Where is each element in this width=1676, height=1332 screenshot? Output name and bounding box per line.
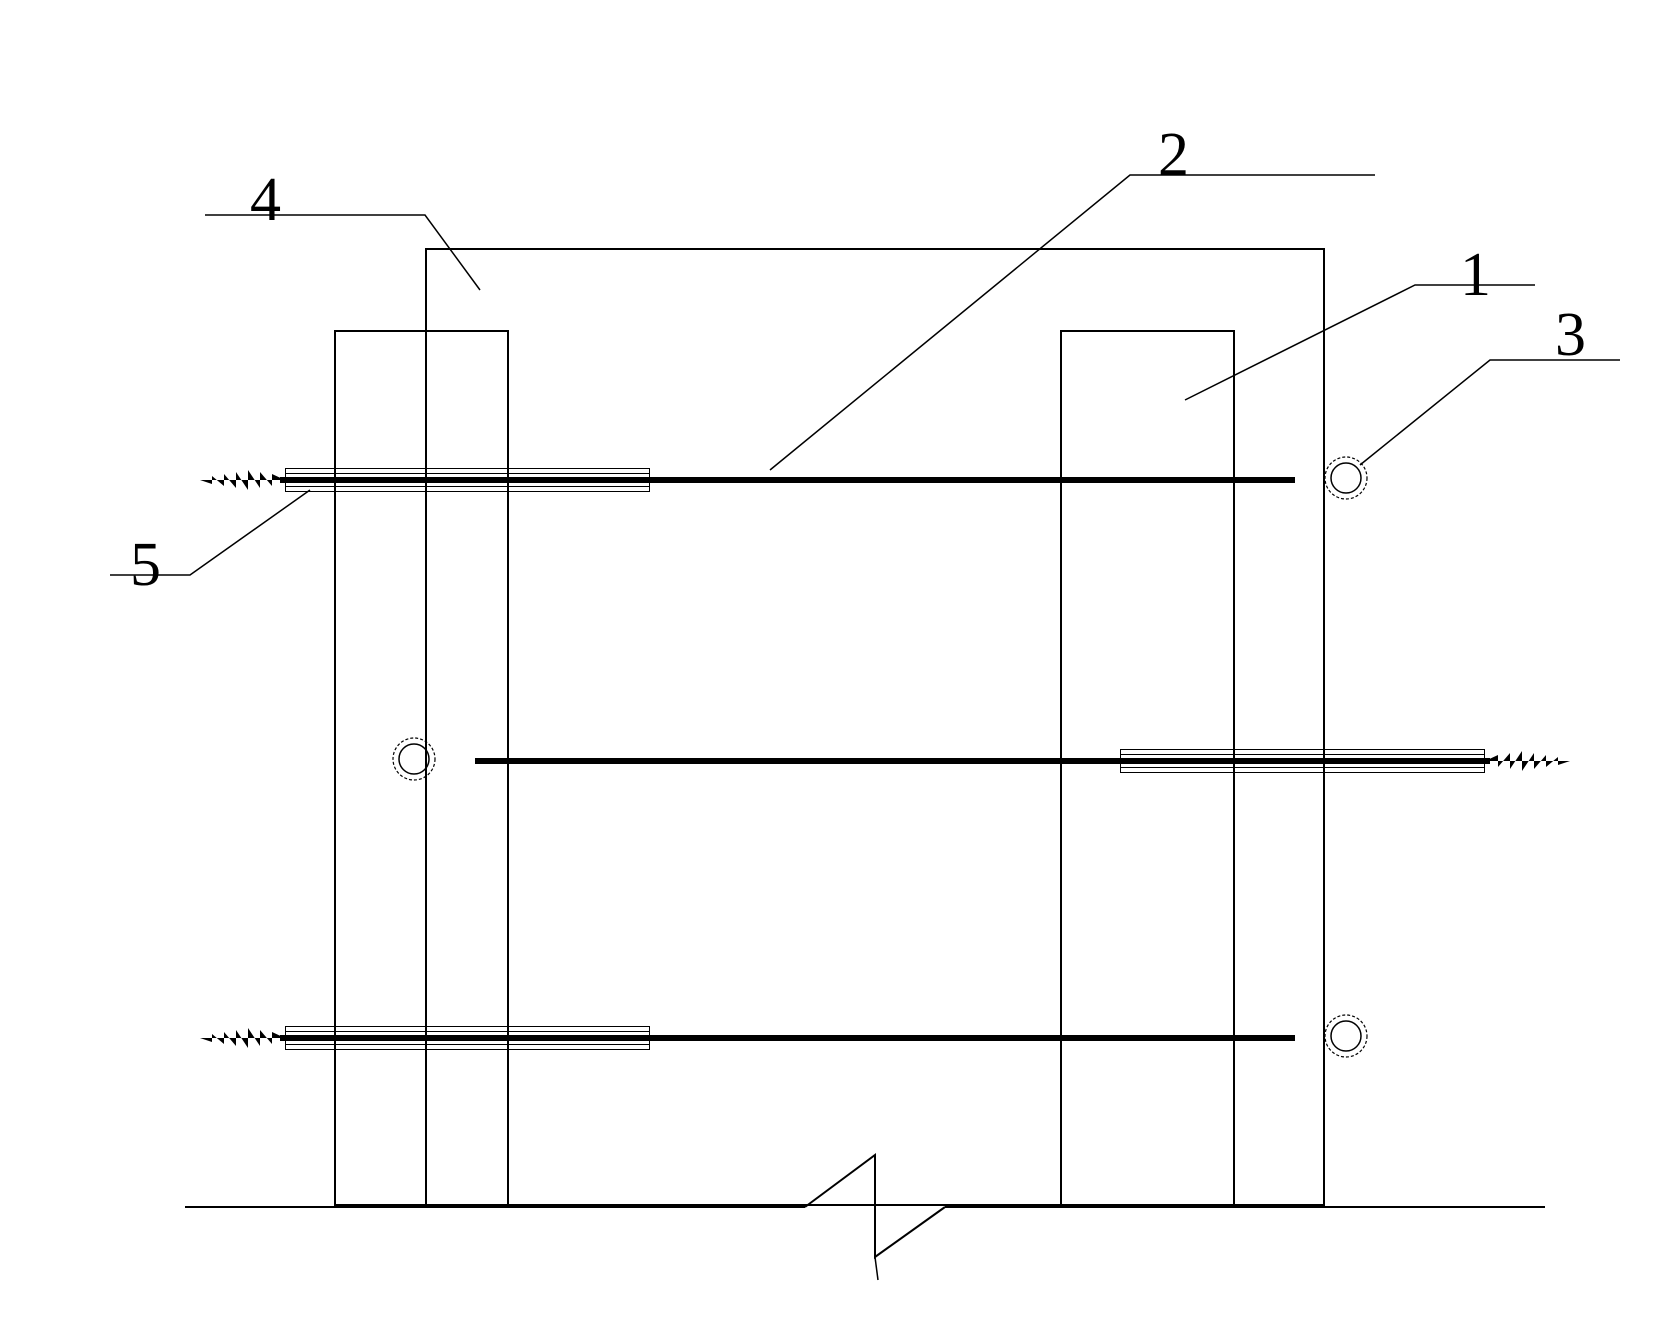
diagram-container: 1 2 3 4 5: [0, 0, 1676, 1332]
label-3: 3: [1555, 300, 1586, 371]
label-5: 5: [130, 530, 161, 601]
label-2: 2: [1158, 120, 1189, 191]
label-4: 4: [250, 165, 281, 236]
label-1: 1: [1460, 240, 1491, 311]
